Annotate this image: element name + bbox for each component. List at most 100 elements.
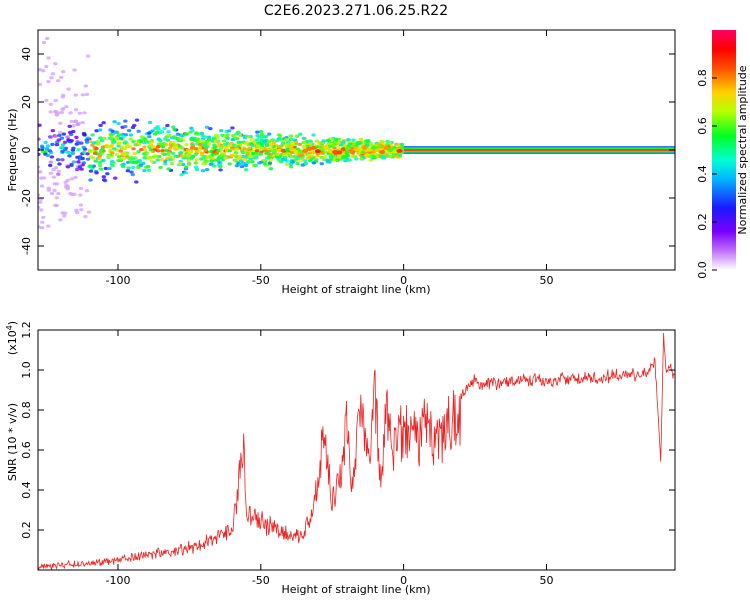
spectrogram-cell: [208, 127, 213, 131]
spectrogram-cell: [168, 143, 174, 147]
spectrogram-cell: [250, 143, 255, 148]
spectrogram-cell: [55, 79, 61, 83]
spectrogram-cell: [295, 162, 300, 166]
spectrogram-cell: [242, 147, 247, 151]
spectrogram-cell: [121, 162, 126, 166]
spectrogram-cell: [109, 133, 114, 137]
spectrogram-cell: [344, 151, 350, 155]
spectrogram-cell: [143, 139, 149, 143]
spectrogram-cell: [217, 160, 222, 164]
spectrogram-cell: [53, 203, 58, 207]
spectrogram-cell: [101, 121, 106, 125]
spectrogram-cell: [110, 164, 115, 168]
spectrogram-cell: [268, 158, 273, 162]
spectrogram-cell: [131, 139, 136, 144]
spectrogram-cell: [94, 147, 99, 151]
spectrogram-cell: [102, 136, 107, 141]
spectrogram-cell: [50, 72, 56, 76]
spectrogram-cell: [288, 165, 294, 169]
x-tick-label: 50: [539, 274, 553, 287]
spectrogram-cell: [113, 176, 118, 180]
spectrogram-cell: [274, 139, 280, 143]
spectrogram-cell: [193, 146, 199, 151]
spectrogram-cell: [392, 145, 397, 150]
spectrogram-cell: [339, 143, 344, 147]
x-tick-label: -50: [252, 574, 270, 587]
spectrogram-cell: [106, 154, 112, 158]
spectrogram-cell: [165, 123, 170, 128]
spectrogram-cell: [276, 144, 282, 149]
spectrogram-cell: [75, 210, 80, 215]
spectrogram-cell: [142, 145, 147, 149]
spectrogram-cell: [232, 158, 237, 162]
spectrogram-cell: [183, 171, 188, 175]
spectrogram-cell: [49, 191, 55, 196]
spectrogram-cell: [161, 142, 167, 146]
spectrogram-cell: [290, 141, 295, 146]
spectrogram-cell: [297, 154, 302, 158]
spectrogram-cell: [88, 169, 94, 173]
spectrogram-cell: [52, 188, 57, 193]
spectrogram-cell: [175, 132, 181, 136]
spectrogram-cell: [243, 163, 249, 167]
spectrogram-cell: [126, 129, 132, 133]
spectrogram-cell: [328, 154, 334, 159]
spectrogram-cell: [86, 54, 91, 58]
spectrogram-cell: [55, 111, 60, 115]
spectrogram-cell: [61, 70, 66, 74]
spectrogram-cell: [84, 138, 89, 142]
spectrogram-cell: [177, 144, 182, 148]
spectrogram-cell: [399, 142, 405, 147]
snr-series-line: [38, 332, 675, 570]
spectrogram-cell: [60, 95, 66, 99]
spectrogram-cell: [307, 142, 313, 146]
spectrogram-cell: [280, 157, 286, 161]
spectrogram-cell: [237, 140, 242, 144]
spectrogram-cell: [231, 133, 236, 138]
spectrogram-cell: [354, 157, 359, 161]
spectrogram-cell: [166, 167, 172, 171]
spectrogram-cell: [114, 130, 119, 134]
spectrogram-cell: [40, 150, 46, 154]
spectrogram-cell: [84, 92, 90, 96]
spectrogram-cell: [46, 224, 51, 228]
spectrogram-cell: [187, 162, 192, 166]
spectrogram-cell: [298, 132, 303, 136]
spectrogram-cell: [85, 157, 91, 161]
spectrogram-cell: [232, 143, 237, 147]
spectrogram-cell: [48, 110, 53, 114]
spectrogram-cell: [264, 149, 269, 153]
spectrogram-cell: [132, 123, 137, 128]
spectrogram-cell: [56, 192, 61, 196]
spectrogram-cell: [48, 171, 54, 175]
spectrogram-cell: [272, 148, 279, 153]
spectrogram-cell: [112, 120, 117, 124]
spectrogram-cell: [254, 138, 260, 142]
spectrogram-cell: [207, 138, 212, 142]
spectrogram-cell: [58, 121, 63, 125]
spectrogram-cell: [209, 159, 214, 163]
spectrogram-cell: [38, 82, 43, 87]
spectrogram-cell: [173, 154, 178, 158]
spectrogram-cell: [46, 80, 51, 84]
spectrogram-cell: [385, 139, 390, 144]
spectrogram-cell: [171, 125, 176, 129]
spectrogram-cell: [51, 175, 57, 179]
spectrogram-cell: [277, 136, 282, 140]
y-tick-label: -40: [20, 237, 33, 255]
spectrogram-cell: [39, 226, 45, 230]
spectrogram-ylabel: Frequency (Hz): [6, 109, 19, 192]
spectrogram-cell: [321, 139, 326, 143]
spectrogram-cell: [246, 146, 252, 150]
spectrogram-cell: [45, 153, 50, 158]
spectrogram-cell: [388, 154, 393, 158]
spectrogram-cell: [289, 147, 296, 152]
spectrogram-cell: [177, 162, 183, 166]
spectrogram-cell: [116, 121, 121, 126]
spectrogram-cell: [108, 128, 113, 132]
spectrogram-cell: [297, 142, 302, 146]
x-tick-label: 0: [400, 574, 407, 587]
x-tick-label: -100: [105, 574, 130, 587]
spectrogram-cell: [71, 160, 77, 164]
spectrogram-cell: [137, 159, 143, 163]
